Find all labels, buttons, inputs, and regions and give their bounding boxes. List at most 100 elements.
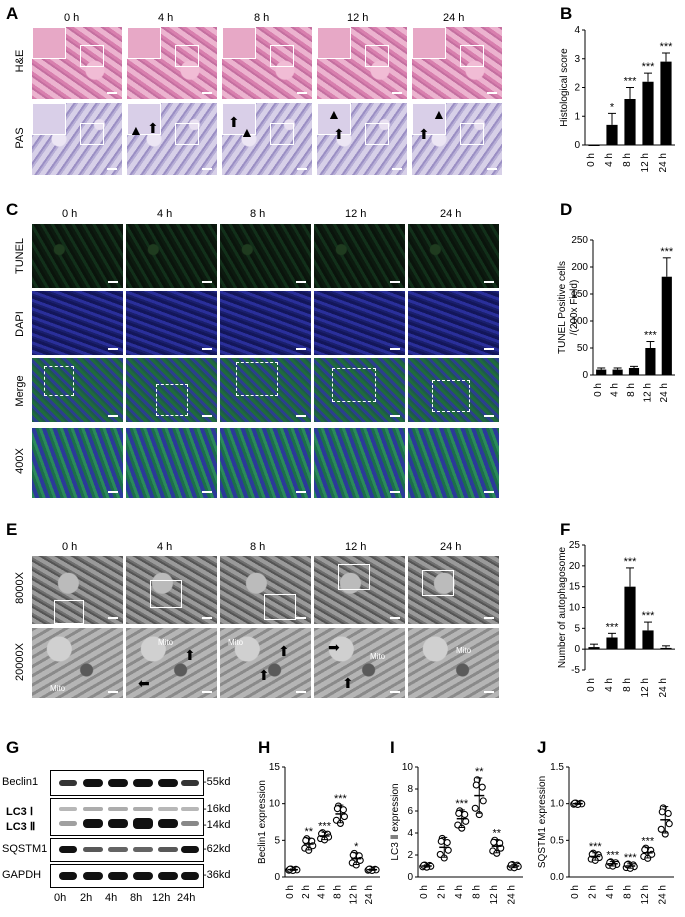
blot-strip-lc3 — [50, 798, 204, 836]
merge-image-8h — [220, 358, 311, 422]
significance-label: *** — [606, 850, 620, 862]
y-tick-label: 10 — [569, 603, 581, 614]
data-point — [444, 846, 452, 854]
x-tick-label: 8 h — [471, 885, 482, 899]
data-point — [333, 805, 341, 813]
col-label-4h: 4 h — [157, 208, 173, 220]
tem-20000x-4h: Mito ⬆ ⬅ — [126, 628, 217, 698]
x-tick-label: 2 h — [587, 885, 598, 899]
blot-label-sqstm1: SQSTM1 — [2, 843, 48, 855]
data-point — [665, 820, 673, 828]
tem-20000x-0h: Mito — [32, 628, 123, 698]
significance-label: ** — [304, 826, 313, 838]
y-tick-label: 8 — [407, 784, 413, 795]
arrow-up-icon: ⬆ — [278, 643, 290, 659]
blot-strip-gapdh — [50, 864, 204, 888]
y-tick-label: 5 — [274, 835, 280, 846]
row-label-tunel: TUNEL — [14, 237, 26, 275]
dapi-image-24h — [408, 291, 499, 355]
significance-label: ** — [492, 828, 501, 840]
tem-8000x-0h — [32, 556, 123, 624]
panel-label-a: A — [6, 4, 19, 23]
blot-strip-beclin1 — [50, 770, 204, 796]
y-tick-label: 5 — [574, 623, 580, 634]
data-point — [437, 837, 445, 845]
pas-image-4h: ▲ ⬆ — [127, 103, 217, 175]
blot-strip-sqstm1 — [50, 838, 204, 862]
y-axis-label: Number of autophagosome — [557, 546, 568, 668]
y-tick-label: 3 — [574, 54, 580, 65]
tem-20000x-24h: Mito — [408, 628, 499, 698]
mito-label: Mito — [158, 638, 174, 647]
y-tick-label: 0.0 — [550, 872, 564, 883]
data-point — [478, 783, 486, 791]
arrow-left-icon: ⬅ — [138, 675, 150, 691]
bar — [660, 647, 672, 650]
pas-image-12h: ▲ ⬆ — [317, 103, 407, 175]
zoom-image-0h — [32, 428, 123, 498]
y-tick-label: 0 — [582, 370, 588, 381]
bar — [645, 348, 656, 375]
arrow-up-icon: ⬆ — [342, 675, 354, 691]
y-tick-label: 2 — [407, 850, 413, 861]
y-tick-label: 4 — [574, 25, 580, 36]
x-tick-label: 0 h — [586, 678, 597, 692]
x-tick-label: 12 h — [640, 885, 651, 904]
bar — [642, 81, 654, 145]
he-image-4h — [127, 27, 217, 99]
y-tick-label: 50 — [577, 343, 589, 354]
panel-label-i: I — [390, 738, 395, 757]
data-point — [471, 804, 479, 812]
mito-label: Mito — [456, 646, 472, 655]
tem-20000x-8h: Mito ⬆ ⬆ — [220, 628, 311, 698]
significance-label: ** — [475, 766, 484, 778]
row-label-dapi: DAPI — [14, 311, 26, 337]
x-tick-label: 24 h — [658, 153, 669, 172]
y-tick-label: 1.0 — [550, 799, 564, 810]
y-tick-label: 10 — [402, 762, 414, 773]
tem-8000x-24h — [408, 556, 499, 624]
bar — [588, 647, 600, 650]
x-tick-label: 4 h — [604, 153, 615, 167]
col-label-12h: 12 h — [347, 12, 369, 24]
bar — [606, 124, 618, 145]
tem-8000x-12h — [314, 556, 405, 624]
panel-label-b: B — [560, 4, 573, 23]
mito-label: Mito — [370, 652, 386, 661]
col-label-4h: 4 h — [157, 541, 173, 553]
y-tick-label: 20 — [569, 561, 581, 572]
blot-size-62kd: -62kd — [203, 843, 231, 855]
significance-label: *** — [589, 841, 603, 853]
dapi-image-4h — [126, 291, 217, 355]
lane-label-24h: 24h — [177, 892, 196, 904]
significance-label: *** — [606, 621, 620, 633]
tem-8000x-8h — [220, 556, 311, 624]
tem-8000x-4h — [126, 556, 217, 624]
arrow-up-icon: ⬆ — [333, 126, 345, 142]
significance-label: *** — [624, 556, 638, 568]
arrow-up-icon: ⬆ — [258, 667, 270, 683]
merge-image-0h — [32, 358, 123, 422]
data-point — [472, 781, 480, 789]
significance-label: *** — [624, 852, 638, 864]
x-tick-label: 0 h — [419, 885, 430, 899]
bar — [606, 637, 618, 650]
blot-label-lc3-i: LC3 Ⅰ — [6, 806, 34, 818]
y-tick-label: 4 — [407, 828, 413, 839]
y-tick-label: 0.5 — [550, 835, 564, 846]
y-tick-label: 15 — [569, 582, 581, 593]
panel-label-c: C — [6, 200, 19, 219]
data-point — [507, 861, 515, 869]
mito-label: Mito — [228, 638, 244, 647]
x-tick-label: 12 h — [642, 383, 653, 402]
bar — [624, 586, 636, 650]
significance-label: *** — [642, 610, 656, 622]
row-label-pas: PAS — [14, 127, 26, 149]
tunel-image-4h — [126, 224, 217, 288]
blot-label-gapdh: GAPDH — [2, 869, 42, 881]
x-tick-label: 4 h — [604, 678, 615, 692]
y-tick-label: 0 — [407, 872, 413, 883]
row-label-20000x: 20000X — [14, 643, 26, 681]
x-tick-label: 4 h — [454, 885, 465, 899]
y-tick-label: 0 — [574, 644, 580, 655]
